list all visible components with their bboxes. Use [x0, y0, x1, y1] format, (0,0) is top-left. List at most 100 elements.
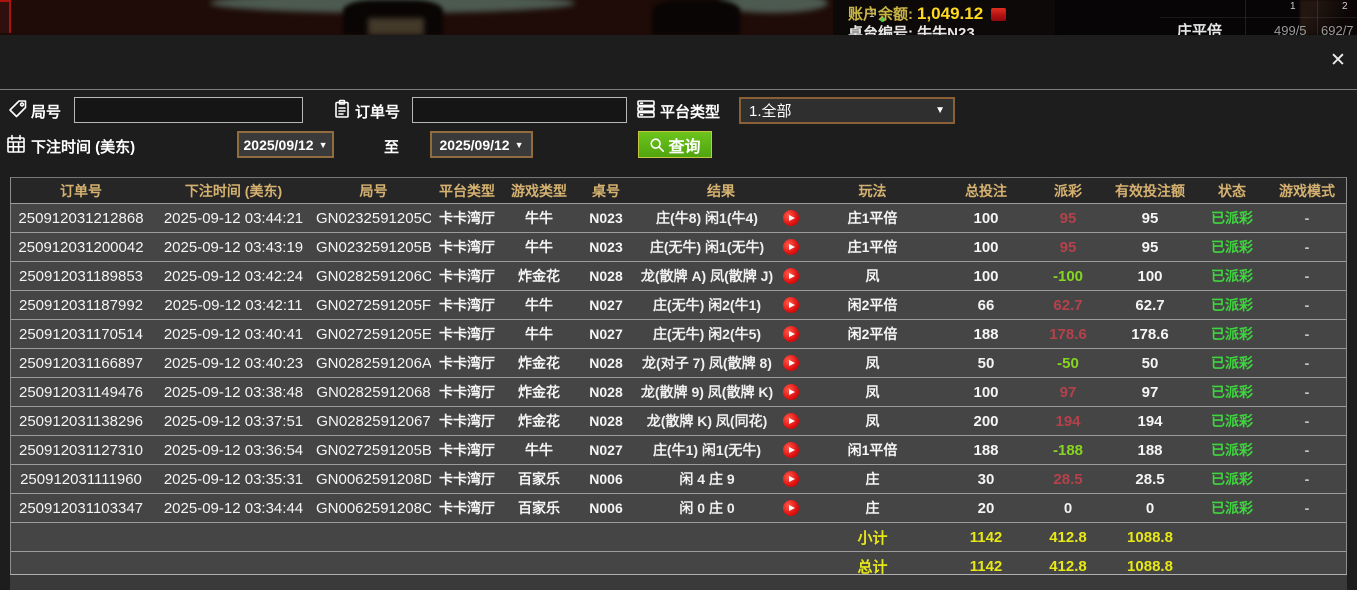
total-bet-cell: 50 [940, 348, 1032, 378]
order-id-label: 订单号 [355, 104, 401, 121]
payout-cell: 97 [1032, 377, 1104, 407]
payout-cell: 28.5 [1032, 464, 1104, 494]
play-icon[interactable] [783, 471, 799, 487]
table-no-cell: N006 [575, 464, 637, 494]
seat-number-2: 2 [868, 26, 874, 35]
platform-cell: 卡卡湾厅 [431, 290, 503, 320]
game-type-cell: 牛牛 [503, 232, 575, 262]
date-from-picker[interactable]: 2025/09/12 ▼ [237, 131, 334, 158]
table-no-cell: N028 [575, 261, 637, 291]
person-right-silhouette [1300, 0, 1357, 35]
round-id-input[interactable] [74, 97, 303, 123]
order-id-input[interactable] [412, 97, 627, 123]
total-bet-cell: 100 [940, 261, 1032, 291]
round-id-cell: GN0232591205C [316, 203, 431, 233]
play-icon[interactable] [783, 500, 799, 516]
result-text: 闲 0 庄 0 [679, 500, 735, 516]
table-number-value: 牛牛N23 [917, 25, 975, 35]
bet-type-cell: 庄1平倍 [805, 203, 940, 233]
table-no-cell: N027 [575, 435, 637, 465]
bet-type-cell: 闲2平倍 [805, 290, 940, 320]
order-id-cell: 250912031200042 [11, 232, 151, 262]
bet-type-label: 庄平倍 [1177, 23, 1223, 35]
bet-type-cell: 庄 [805, 493, 940, 523]
chair-shape [368, 18, 424, 35]
round-id-label: 局号 [31, 104, 62, 121]
game-mode-cell: - [1268, 464, 1346, 494]
scoreboard-col-1: 1 [1290, 1, 1296, 12]
result-text: 庄(无牛) 闲1(无牛) [649, 239, 765, 255]
search-icon [650, 137, 665, 152]
round-id-cell: GN0272591205F [316, 290, 431, 320]
play-icon[interactable] [783, 413, 799, 429]
bet-type-cell: 凤 [805, 261, 940, 291]
dealer-silhouette [343, 0, 443, 35]
play-icon[interactable] [783, 297, 799, 313]
platform-cell: 卡卡湾厅 [431, 348, 503, 378]
platform-cell: 卡卡湾厅 [431, 203, 503, 233]
order-id-cell: 250912031189853 [11, 261, 151, 291]
result-text: 庄(无牛) 闲2(牛1) [652, 297, 762, 313]
chevron-down-icon: ▼ [318, 139, 328, 150]
red-frame-box [0, 0, 11, 33]
play-icon[interactable] [783, 442, 799, 458]
search-button[interactable]: 查询 [638, 131, 712, 158]
valid-bet-cell: 97 [1104, 377, 1196, 407]
game-type-cell: 牛牛 [503, 290, 575, 320]
table-body: 250912031212868 2025-09-12 03:44:21 GN02… [11, 203, 1346, 523]
play-icon[interactable] [783, 239, 799, 255]
tag-icon [9, 100, 27, 118]
status-cell: 已派彩 [1196, 290, 1268, 320]
result-cell: 庄(无牛) 闲2(牛1) [637, 290, 805, 320]
order-id-cell: 250912031187992 [11, 290, 151, 320]
casino-table-right [718, 0, 828, 13]
table-row: 250912031111960 2025-09-12 03:35:31 GN00… [11, 464, 1346, 494]
result-text: 龙(散牌 9) 凤(散牌 K) [640, 384, 774, 400]
table-row: 250912031149476 2025-09-12 03:38:48 GN02… [11, 377, 1346, 407]
result-text: 庄(牛8) 闲1(牛4) [656, 210, 758, 226]
order-id-cell: 250912031127310 [11, 435, 151, 465]
play-icon[interactable] [783, 326, 799, 342]
payout-cell: 0 [1032, 493, 1104, 523]
table-row: 250912031138296 2025-09-12 03:37:51 GN02… [11, 406, 1346, 436]
total-bet-cell: 100 [940, 377, 1032, 407]
valid-bet-cell: 100 [1104, 261, 1196, 291]
play-icon[interactable] [783, 268, 799, 284]
payout-cell: 178.6 [1032, 319, 1104, 349]
play-icon[interactable] [783, 355, 799, 371]
col-header-time: 下注时间 (美东) [151, 177, 316, 204]
total-bet-cell: 20 [940, 493, 1032, 523]
result-text: 庄(无牛) 闲2(牛5) [652, 326, 762, 342]
result-text: 闲 4 庄 9 [679, 471, 735, 487]
total-bet-cell: 188 [940, 435, 1032, 465]
result-cell: 庄(牛1) 闲1(无牛) [637, 435, 805, 465]
payout-cell: 95 [1032, 203, 1104, 233]
online-dot-icon [880, 17, 885, 22]
col-header-game: 游戏类型 [503, 177, 575, 204]
play-icon[interactable] [783, 210, 799, 226]
game-mode-cell: - [1268, 290, 1346, 320]
table-no-cell: N027 [575, 290, 637, 320]
table-no-cell: N023 [575, 203, 637, 233]
order-id-cell: 250912031111960 [11, 464, 151, 494]
platform-type-select[interactable]: 1.全部 ▼ [739, 97, 955, 124]
game-type-cell: 牛牛 [503, 319, 575, 349]
order-id-cell: 250912031212868 [11, 203, 151, 233]
result-text: 龙(散牌 K) 凤(同花) [646, 413, 768, 429]
result-cell: 龙(对子 7) 凤(散牌 8) [637, 348, 805, 378]
status-cell: 已派彩 [1196, 406, 1268, 436]
game-mode-cell: - [1268, 406, 1346, 436]
play-icon[interactable] [783, 384, 799, 400]
clipboard-icon [335, 99, 349, 118]
bet-time-cell: 2025-09-12 03:40:23 [151, 348, 316, 378]
result-text: 庄(牛1) 闲1(无牛) [652, 442, 762, 458]
bet-time-cell: 2025-09-12 03:40:41 [151, 319, 316, 349]
close-icon[interactable]: ✕ [1324, 47, 1352, 73]
game-type-cell: 牛牛 [503, 435, 575, 465]
col-header-valid-bet: 有效投注额 [1104, 177, 1196, 204]
player-silhouette [652, 0, 740, 35]
total-bet-cell: 188 [940, 319, 1032, 349]
date-to-picker[interactable]: 2025/09/12 ▼ [430, 131, 533, 158]
payout-cell: -188 [1032, 435, 1104, 465]
payout-cell: 194 [1032, 406, 1104, 436]
